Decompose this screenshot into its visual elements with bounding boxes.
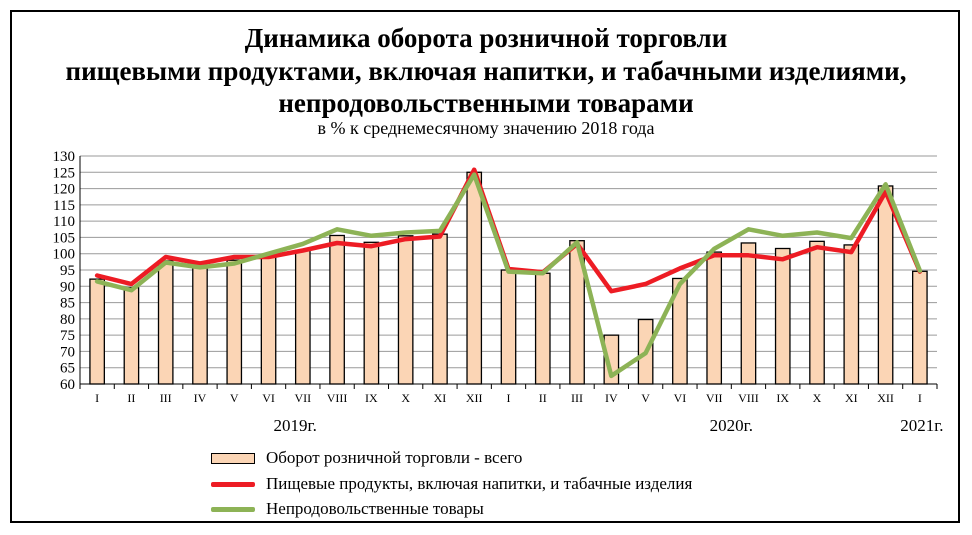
y-tick-label: 65 <box>60 361 75 377</box>
legend-item-food: Пищевые продукты, включая напитки, и таб… <box>211 472 692 496</box>
x-tick-label: VIII <box>327 391 348 405</box>
y-tick-label: 95 <box>60 263 75 279</box>
x-tick-label: VII <box>294 391 311 405</box>
x-tick-label: IX <box>776 391 789 405</box>
x-tick-label: VI <box>674 391 687 405</box>
bar-total <box>89 278 105 385</box>
year-label: 2021г. <box>900 416 943 435</box>
bar-total <box>157 260 174 385</box>
x-tick-label: IV <box>605 391 618 405</box>
bar-total <box>294 249 311 385</box>
x-tick-label: III <box>160 391 172 405</box>
x-tick-label: VI <box>262 391 275 405</box>
chart-title-line-1: Динамика оборота розничной торговли <box>244 23 728 53</box>
bar-total <box>397 235 414 385</box>
x-tick-label: I <box>918 391 922 405</box>
x-tick-label: IV <box>194 391 207 405</box>
bar-total <box>363 241 380 385</box>
bar-total <box>912 270 928 385</box>
x-tick-label: III <box>571 391 583 405</box>
bar-total <box>432 233 448 385</box>
y-tick-label: 105 <box>53 230 76 246</box>
y-tick-label: 120 <box>53 182 76 198</box>
x-tick-label: II <box>127 391 135 405</box>
legend-swatch-food-line <box>211 481 255 487</box>
legend-label-total: Оборот розничной торговли - всего <box>266 448 523 467</box>
chart-subtitle: в % к среднемесячному значению 2018 года <box>317 118 655 138</box>
y-tick-label: 115 <box>53 198 75 214</box>
bar-total <box>466 171 483 385</box>
y-tick-label: 100 <box>53 247 76 263</box>
chart-title-line-2: пищевыми продуктами, включая напитки, и … <box>65 56 907 86</box>
bar-total <box>843 244 860 385</box>
bar-total <box>226 259 243 385</box>
bar-total <box>706 251 723 385</box>
y-tick-label: 90 <box>60 279 75 295</box>
year-label: 2019г. <box>274 416 317 435</box>
bar-total <box>192 265 208 385</box>
line-nonfood <box>94 172 923 379</box>
y-tick-label: 75 <box>60 328 75 344</box>
bar-total <box>809 240 825 385</box>
legend-label-nonfood: Непродовольственные товары <box>266 499 484 518</box>
x-tick-label: X <box>401 391 410 405</box>
x-tick-label: VIII <box>738 391 759 405</box>
legend-item-nonfood: Непродовольственные товары <box>211 497 484 521</box>
bar-total <box>123 286 140 385</box>
y-tick-label: 85 <box>60 296 75 312</box>
chart-title-line-3: непродовольственными товарами <box>278 88 694 118</box>
x-tick-label: XI <box>434 391 447 405</box>
y-tick-label: 80 <box>60 312 75 328</box>
legend-swatch-nonfood-line <box>211 506 255 512</box>
bar-total <box>534 272 551 385</box>
x-tick-label: IX <box>365 391 378 405</box>
year-label: 2020г. <box>710 416 753 435</box>
y-tick-label: 110 <box>53 214 75 230</box>
legend-item-total: Оборот розничной торговли - всего <box>211 446 522 470</box>
y-tick-label: 125 <box>53 165 76 181</box>
x-tick-label: X <box>813 391 822 405</box>
x-tick-label: I <box>95 391 99 405</box>
bar-total <box>672 277 688 385</box>
bar-total <box>740 242 757 385</box>
x-tick-label: I <box>507 391 511 405</box>
bar-total <box>774 247 791 385</box>
bar-total <box>260 254 277 385</box>
x-tick-label: VII <box>706 391 723 405</box>
y-tick-label: 60 <box>60 377 75 393</box>
x-tick-label: XII <box>877 391 894 405</box>
legend-label-food: Пищевые продукты, включая напитки, и таб… <box>266 474 693 493</box>
x-tick-label: II <box>539 391 547 405</box>
y-tick-label: 130 <box>53 149 76 165</box>
x-tick-label: V <box>230 391 239 405</box>
y-tick-label: 70 <box>60 344 75 360</box>
x-tick-label: XII <box>466 391 483 405</box>
bar-total <box>329 234 345 385</box>
x-tick-label: V <box>641 391 650 405</box>
legend-swatch-bar <box>211 452 255 464</box>
x-tick-label: XI <box>845 391 858 405</box>
bar-total <box>877 185 894 385</box>
bar-total <box>500 269 517 385</box>
